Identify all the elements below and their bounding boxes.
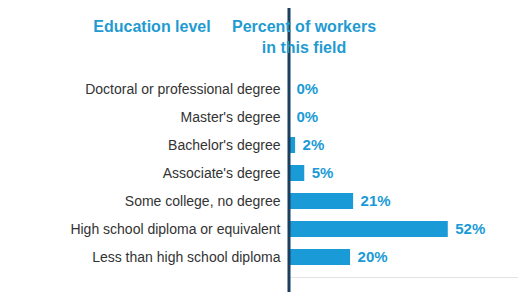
svg-text:Associate's degree: Associate's degree — [163, 165, 281, 181]
svg-text:Education level: Education level — [93, 18, 210, 35]
svg-text:Percent of workersin this fiel: Percent of workersin this field — [232, 18, 376, 56]
svg-text:5%: 5% — [312, 164, 334, 181]
svg-text:2%: 2% — [303, 136, 325, 153]
svg-text:Doctoral or professional degre: Doctoral or professional degree — [85, 81, 281, 97]
svg-text:0%: 0% — [297, 108, 319, 125]
svg-text:20%: 20% — [358, 248, 388, 265]
svg-text:High school diploma or equival: High school diploma or equivalent — [70, 221, 280, 237]
svg-text:Less than high school diploma: Less than high school diploma — [92, 249, 281, 265]
svg-text:21%: 21% — [361, 192, 391, 209]
svg-text:Bachelor's degree: Bachelor's degree — [168, 137, 281, 153]
svg-text:Master's degree: Master's degree — [181, 109, 281, 125]
svg-text:0%: 0% — [297, 80, 319, 97]
svg-text:52%: 52% — [455, 220, 485, 237]
svg-text:Some college, no degree: Some college, no degree — [125, 193, 281, 209]
